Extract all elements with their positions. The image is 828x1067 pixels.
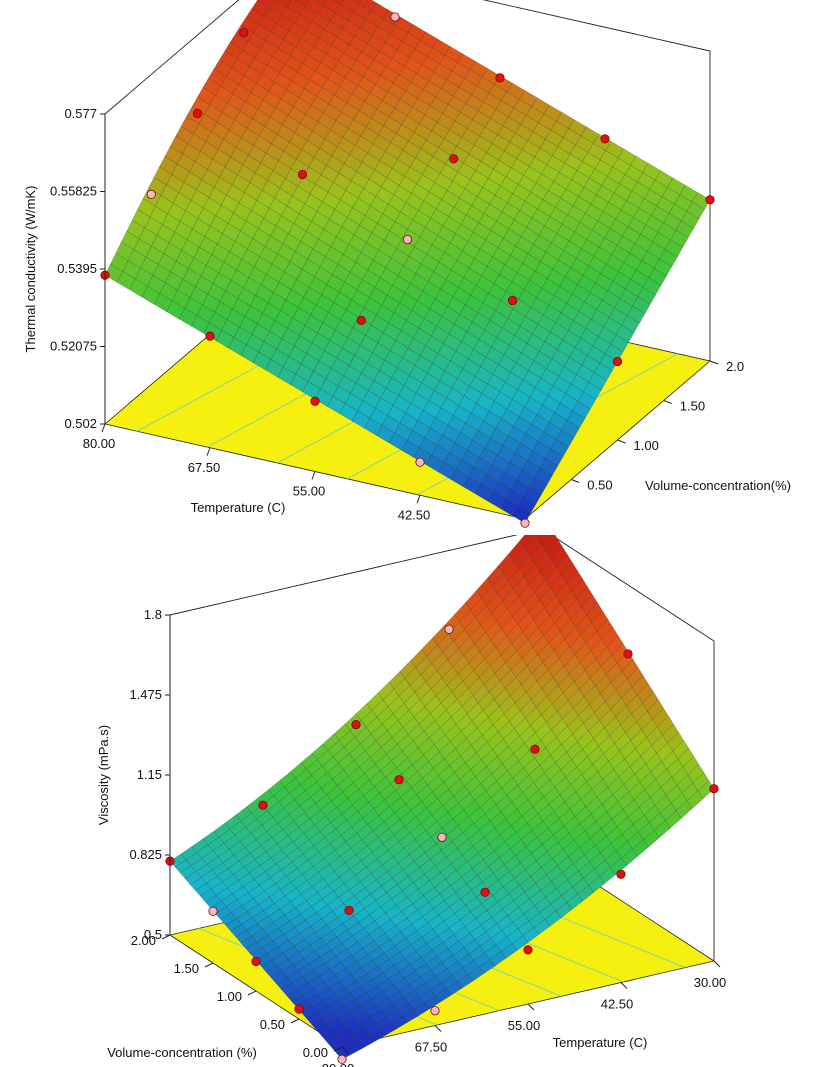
z-tick-label: 0.52075 <box>50 339 97 354</box>
box-top-edge <box>550 535 715 642</box>
x-tick-mark <box>416 495 421 504</box>
design-point <box>192 108 203 119</box>
x-tick-mark <box>311 471 316 480</box>
x-tick-label: 80.00 <box>322 1061 355 1067</box>
x-tick-label: 80.00 <box>83 436 116 451</box>
design-point <box>612 356 623 367</box>
y-tick-label: 0.00 <box>303 1045 328 1060</box>
design-point <box>616 869 626 879</box>
design-point <box>208 906 218 916</box>
box-top-edge <box>169 535 519 616</box>
z-tick-label: 0.5 <box>144 927 162 942</box>
design-point <box>239 28 249 38</box>
design-point <box>258 800 268 810</box>
box-top-edge <box>482 0 711 52</box>
design-point <box>600 134 610 144</box>
y-axis-title: Volume-concentration (%) <box>107 1045 257 1060</box>
design-point <box>390 12 400 22</box>
x-axis-title: Temperature (C) <box>553 1035 648 1050</box>
y-tick-mark <box>709 360 719 365</box>
x-tick-mark <box>434 1025 442 1032</box>
y-tick-mark <box>204 962 214 968</box>
x-tick-label: 42.50 <box>601 997 634 1012</box>
design-point <box>205 331 215 341</box>
design-point <box>437 832 447 842</box>
design-point <box>351 720 361 730</box>
x-tick-mark <box>527 1003 535 1011</box>
z-tick-label: 1.15 <box>137 767 162 782</box>
z-tick-label: 0.502 <box>64 416 97 431</box>
y-tick-label: 0.50 <box>587 478 612 493</box>
design-point <box>344 905 354 916</box>
design-point <box>495 73 505 83</box>
z-tick-label: 1.475 <box>129 687 162 702</box>
thermal-conductivity-surface-plot: 0.577 0.55825 0.5395 0.52075 0.502 Thermal co… <box>0 0 828 530</box>
design-point <box>356 315 366 325</box>
x-tick-label: 30.00 <box>694 975 727 990</box>
design-point <box>444 624 454 634</box>
z-tick-label: 0.55825 <box>50 184 97 199</box>
design-point <box>507 295 518 306</box>
x-tick-mark <box>341 1046 349 1054</box>
viscosity-surface-plot: 1.8 1.475 1.15 0.825 0.5 Viscosity (mPa.s) 30.… <box>0 535 828 1067</box>
design-point <box>530 744 540 754</box>
design-point <box>251 956 261 967</box>
y-tick-label: 1.50 <box>680 399 705 414</box>
y-tick-mark <box>161 934 171 940</box>
y-tick-label: 1.00 <box>217 989 242 1004</box>
z-tick-label: 0.5395 <box>57 261 97 276</box>
response-surface <box>104 0 711 524</box>
design-point <box>337 1054 347 1064</box>
chart-2-svg: 1.8 1.475 1.15 0.825 0.5 Viscosity (mPa.s) 30.… <box>96 535 727 1067</box>
design-point <box>430 1006 440 1016</box>
design-point <box>449 154 459 164</box>
z-tick-label: 1.8 <box>144 607 162 622</box>
design-point <box>520 518 530 528</box>
y-tick-label: 2.00 <box>131 933 156 948</box>
x-tick-mark <box>713 960 721 968</box>
y-tick-mark <box>571 479 580 483</box>
design-point <box>310 396 320 406</box>
y-axis-title: Volume-concentration(%) <box>645 478 791 493</box>
design-point <box>415 457 425 467</box>
y-tick-label: 0.50 <box>260 1017 285 1032</box>
z-tick-label: 0.577 <box>64 106 97 121</box>
design-point <box>297 169 308 180</box>
design-point <box>705 195 715 205</box>
design-point <box>480 887 490 897</box>
y-tick-label: 1.50 <box>174 961 199 976</box>
design-point <box>623 649 633 659</box>
x-axis-title: Temperature (C) <box>191 500 286 515</box>
y-tick-label: 2.0 <box>726 359 744 374</box>
design-point <box>523 945 533 955</box>
x-tick-mark <box>101 423 106 433</box>
x-tick-label: 67.50 <box>188 460 221 475</box>
x-tick-label: 67.50 <box>415 1040 448 1055</box>
y-tick-mark <box>617 439 626 444</box>
y-tick-mark <box>333 1046 343 1052</box>
box-top-edge <box>104 0 240 115</box>
y-tick-label: 1.00 <box>634 438 659 453</box>
design-point <box>394 775 404 785</box>
x-tick-label: 55.00 <box>508 1018 541 1033</box>
y-tick-mark <box>663 400 672 404</box>
design-point <box>709 784 719 794</box>
x-tick-label: 42.50 <box>398 507 431 522</box>
design-point <box>146 189 156 199</box>
chart-1-svg: 0.577 0.55825 0.5395 0.52075 0.502 Thermal co… <box>23 0 791 528</box>
design-point <box>402 234 413 245</box>
design-point <box>294 1004 304 1014</box>
z-axis-title: Thermal conductivity (W/mK) <box>23 186 38 353</box>
response-surface <box>169 535 715 1060</box>
z-tick-label: 0.825 <box>129 847 162 862</box>
z-axis-title: Viscosity (mPa.s) <box>96 725 111 825</box>
x-tick-mark <box>620 982 628 989</box>
x-tick-mark <box>206 447 211 456</box>
y-tick-mark <box>290 1018 300 1024</box>
x-tick-label: 55.00 <box>293 484 326 499</box>
y-tick-mark <box>247 990 257 996</box>
